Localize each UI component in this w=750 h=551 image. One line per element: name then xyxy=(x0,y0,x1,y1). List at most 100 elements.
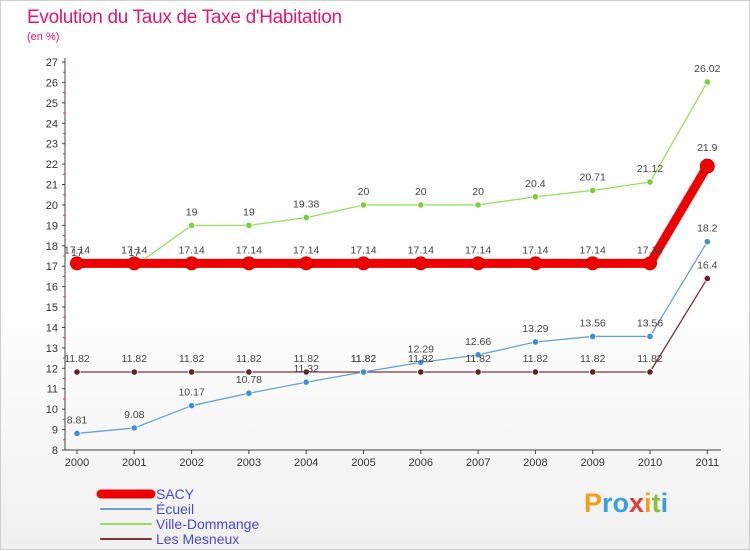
data-label: 11.82 xyxy=(465,353,491,365)
data-point xyxy=(471,256,486,271)
data-point xyxy=(474,368,482,376)
data-label: 17.14 xyxy=(408,244,434,256)
data-point xyxy=(417,358,425,366)
data-label: 16.4 xyxy=(697,259,718,271)
data-point xyxy=(474,351,482,359)
data-point xyxy=(703,78,711,86)
data-point xyxy=(528,256,543,271)
data-label: 17.14 xyxy=(580,244,606,256)
data-point xyxy=(73,368,81,376)
data-point xyxy=(245,368,253,376)
data-point xyxy=(585,256,600,271)
y-tick-label: 25 xyxy=(46,98,58,110)
y-tick-label: 15 xyxy=(46,302,58,314)
data-label: 11.82 xyxy=(293,353,319,365)
data-point xyxy=(299,256,314,271)
data-point xyxy=(184,256,199,271)
legend-label: Ville-Dommange xyxy=(156,516,259,532)
data-label: 11.82 xyxy=(580,353,606,365)
data-label: 11.82 xyxy=(523,353,549,365)
series-line xyxy=(76,277,708,373)
data-point xyxy=(302,214,310,222)
x-tick-label: 2009 xyxy=(580,457,604,469)
data-point xyxy=(245,221,253,229)
y-tick-label: 11 xyxy=(47,384,58,396)
x-tick-label: 2006 xyxy=(409,457,433,469)
data-point xyxy=(589,332,597,341)
data-label: 21.12 xyxy=(637,163,663,175)
data-point xyxy=(302,368,310,376)
y-tick-label: 26 xyxy=(46,77,58,89)
data-point xyxy=(241,256,256,271)
data-point xyxy=(646,332,654,341)
data-label: 13.56 xyxy=(580,317,606,329)
data-label: 11.82 xyxy=(236,353,262,365)
x-tick-label: 2003 xyxy=(237,457,261,469)
data-label: 13.56 xyxy=(637,317,663,329)
y-tick-label: 22 xyxy=(46,159,58,171)
data-point xyxy=(703,274,711,283)
legend-label: SACY xyxy=(156,486,195,502)
data-point xyxy=(474,201,482,209)
x-tick-label: 2002 xyxy=(179,457,203,469)
data-point xyxy=(646,178,654,186)
data-label: 11.82 xyxy=(179,353,205,365)
data-label: 8.81 xyxy=(67,414,88,426)
data-label: 10.17 xyxy=(178,387,204,399)
data-point xyxy=(130,424,138,432)
data-label: 19.38 xyxy=(293,199,319,211)
chart-title: Evolution du Taux de Taxe d'Habitation xyxy=(27,7,342,28)
y-tick-label: 9 xyxy=(52,425,58,437)
data-label: 17.14 xyxy=(64,244,90,256)
x-tick-label: 2008 xyxy=(523,457,547,469)
data-label: 17.14 xyxy=(293,244,319,256)
data-point xyxy=(188,221,196,229)
y-tick-label: 10 xyxy=(46,404,58,416)
data-point xyxy=(413,256,428,271)
data-label: 17 xyxy=(71,247,83,259)
data-label: 19 xyxy=(243,206,255,218)
data-label: 17.14 xyxy=(350,244,376,256)
data-point xyxy=(70,256,84,271)
data-point xyxy=(417,368,425,376)
data-label: 11.82 xyxy=(408,353,434,365)
data-label: 20 xyxy=(358,186,370,198)
data-label: 11.82 xyxy=(64,353,90,365)
data-point xyxy=(703,238,711,246)
y-tick-label: 12 xyxy=(46,363,58,375)
x-tick-label: 2001 xyxy=(122,457,146,469)
data-label: 17.14 xyxy=(236,244,262,256)
data-point xyxy=(302,378,310,386)
data-label: 20 xyxy=(472,186,484,198)
series-line xyxy=(76,241,708,435)
data-label: 11.82 xyxy=(351,353,377,365)
x-tick-label: 2011 xyxy=(695,457,719,469)
data-label: 17 xyxy=(128,247,140,259)
legend-label: Les Mesneux xyxy=(156,531,239,547)
data-point xyxy=(643,256,657,271)
data-point xyxy=(359,368,368,376)
legend-label: Écueil xyxy=(156,501,194,517)
data-label: 11.32 xyxy=(293,363,319,375)
y-tick-label: 27 xyxy=(46,57,58,69)
data-point xyxy=(531,368,540,376)
y-tick-label: 17 xyxy=(46,261,58,273)
data-point xyxy=(188,402,196,410)
data-point xyxy=(589,368,597,376)
data-label: 17.14 xyxy=(121,244,147,256)
y-tick-label: 20 xyxy=(46,200,58,212)
data-label: 11.82 xyxy=(637,353,663,365)
data-label: 10.78 xyxy=(236,374,262,386)
data-point xyxy=(188,368,196,376)
y-tick-label: 19 xyxy=(46,220,58,232)
data-point xyxy=(417,201,425,209)
data-label: 11.82 xyxy=(351,353,377,365)
data-label: 13.29 xyxy=(522,323,548,335)
x-tick-label: 2005 xyxy=(351,457,375,469)
data-point xyxy=(531,338,540,346)
y-tick-label: 8 xyxy=(52,445,58,457)
proxiti-logo: Proxiti xyxy=(584,488,669,518)
y-tick-label: 16 xyxy=(46,282,58,294)
